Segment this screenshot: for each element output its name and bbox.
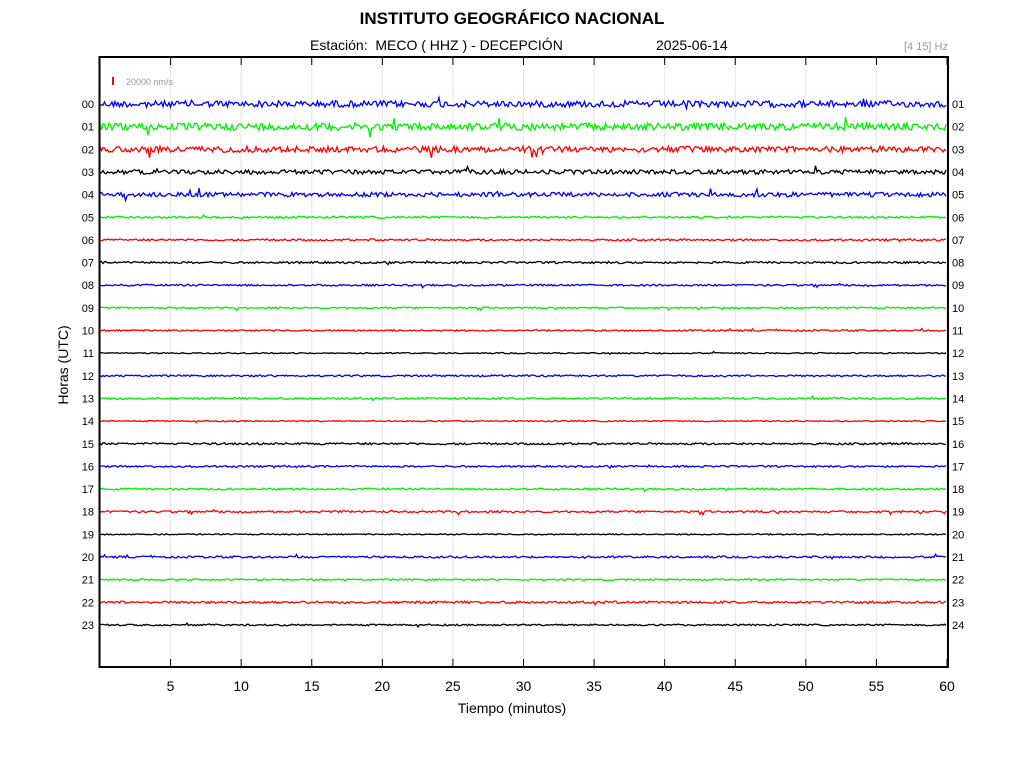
hour-label-right: 17 bbox=[952, 461, 964, 473]
hour-label-left: 01 bbox=[82, 122, 94, 134]
trace-hour-04 bbox=[99, 186, 947, 203]
station-label: Estación: MECO ( HHZ ) - DECEPCIÓN bbox=[310, 37, 563, 53]
hour-label-left: 13 bbox=[82, 393, 94, 405]
hour-label-right: 04 bbox=[952, 167, 964, 179]
hour-label-left: 08 bbox=[82, 280, 94, 292]
x-tick-label: 10 bbox=[233, 678, 249, 694]
trace-hour-08 bbox=[99, 282, 947, 289]
hour-label-right: 15 bbox=[952, 416, 964, 428]
hour-label-right: 24 bbox=[952, 620, 964, 632]
hour-label-right: 01 bbox=[952, 99, 964, 111]
hour-label-left: 05 bbox=[82, 212, 94, 224]
hour-label-left: 15 bbox=[82, 439, 94, 451]
chart-subtitle: Estación: MECO ( HHZ ) - DECEPCIÓN 2025-… bbox=[0, 37, 1024, 55]
x-tick-label: 60 bbox=[939, 678, 955, 694]
trace-hour-10 bbox=[99, 327, 947, 333]
hour-label-left: 14 bbox=[82, 416, 94, 428]
seismic-traces bbox=[99, 95, 947, 629]
scale-label: 20000 nm/s bbox=[126, 77, 174, 87]
hour-label-right: 22 bbox=[952, 575, 964, 587]
trace-hour-23 bbox=[99, 622, 947, 629]
hour-label-right: 09 bbox=[952, 280, 964, 292]
hour-label-left: 06 bbox=[82, 235, 94, 247]
trace-hour-17 bbox=[99, 487, 947, 493]
x-tick-label: 30 bbox=[516, 678, 532, 694]
hour-label-right: 18 bbox=[952, 484, 964, 496]
hour-label-left: 16 bbox=[82, 461, 94, 473]
hour-label-left: 04 bbox=[82, 190, 94, 202]
hour-label-right: 12 bbox=[952, 348, 964, 360]
hour-label-right: 02 bbox=[952, 122, 964, 134]
trace-hour-03 bbox=[99, 164, 947, 176]
hour-label-left: 18 bbox=[82, 507, 94, 519]
hour-label-left: 19 bbox=[82, 529, 94, 541]
trace-hour-05 bbox=[99, 213, 947, 220]
trace-hour-02 bbox=[99, 143, 947, 159]
hour-label-left: 17 bbox=[82, 484, 94, 496]
hour-label-right: 20 bbox=[952, 529, 964, 541]
trace-hour-14 bbox=[99, 419, 947, 424]
hour-label-left: 02 bbox=[82, 144, 94, 156]
hour-label-left: 00 bbox=[82, 99, 94, 111]
hour-label-right: 21 bbox=[952, 552, 964, 564]
hour-label-right: 05 bbox=[952, 190, 964, 202]
hour-label-left: 03 bbox=[82, 167, 94, 179]
trace-hour-20 bbox=[99, 553, 947, 561]
hour-label-right: 08 bbox=[952, 258, 964, 270]
trace-hour-15 bbox=[99, 441, 947, 446]
hour-label-left: 07 bbox=[82, 258, 94, 270]
hour-label-left: 22 bbox=[82, 597, 94, 609]
x-tick-label: 15 bbox=[304, 678, 320, 694]
trace-hour-21 bbox=[99, 577, 947, 582]
hour-label-left: 23 bbox=[82, 620, 94, 632]
hour-labels: 00 01 01 02 02 03 03 04 04 05 05 06 06 07 07 08 08 09 09 10… bbox=[82, 99, 965, 632]
trace-hour-13 bbox=[99, 394, 947, 402]
x-tick-label: 25 bbox=[445, 678, 461, 694]
amplitude-scale: 20000 nm/s bbox=[112, 77, 174, 87]
trace-hour-22 bbox=[99, 600, 947, 606]
trace-hour-19 bbox=[99, 532, 947, 536]
hour-label-left: 11 bbox=[83, 348, 94, 360]
y-axis-label: Horas (UTC) bbox=[55, 325, 71, 405]
hour-label-right: 19 bbox=[952, 507, 964, 519]
hour-label-left: 20 bbox=[82, 552, 94, 564]
trace-hour-11 bbox=[99, 350, 947, 356]
x-tick-label: 20 bbox=[375, 678, 391, 694]
trace-hour-00 bbox=[99, 95, 947, 112]
x-tick-label: 50 bbox=[798, 678, 814, 694]
filter-band-label: [4 15] Hz bbox=[903, 41, 948, 53]
trace-hour-18 bbox=[99, 508, 947, 516]
hour-label-right: 06 bbox=[952, 212, 964, 224]
hour-label-right: 07 bbox=[952, 235, 964, 247]
date-label: 2025-06-14 bbox=[656, 37, 728, 53]
hour-label-left: 09 bbox=[82, 303, 94, 315]
hour-label-left: 21 bbox=[82, 575, 94, 587]
hour-label-right: 23 bbox=[952, 597, 964, 609]
hour-label-right: 10 bbox=[952, 303, 964, 315]
trace-hour-12 bbox=[99, 373, 947, 378]
hour-label-left: 10 bbox=[82, 326, 94, 338]
chart-title: INSTITUTO GEOGRÁFICO NACIONAL bbox=[359, 9, 665, 28]
hour-label-right: 11 bbox=[952, 326, 963, 338]
x-axis-ticks: 5 10 15 20 25 30 35 40 45 50 55 60 bbox=[167, 57, 955, 694]
x-tick-label: 55 bbox=[869, 678, 885, 694]
trace-hour-16 bbox=[99, 463, 947, 470]
x-tick-label: 35 bbox=[586, 678, 602, 694]
x-tick-label: 40 bbox=[657, 678, 673, 694]
trace-hour-01 bbox=[99, 116, 947, 138]
hour-label-right: 16 bbox=[952, 439, 964, 451]
hour-label-left: 12 bbox=[82, 371, 94, 383]
trace-hour-07 bbox=[99, 259, 947, 266]
x-axis-label: Tiempo (minutos) bbox=[457, 700, 567, 716]
trace-hour-06 bbox=[99, 237, 947, 243]
hour-label-right: 03 bbox=[952, 144, 964, 156]
hour-label-right: 13 bbox=[952, 371, 964, 383]
trace-hour-09 bbox=[99, 306, 947, 312]
hour-label-right: 14 bbox=[952, 393, 964, 405]
x-tick-label: 45 bbox=[727, 678, 743, 694]
x-tick-label: 5 bbox=[167, 678, 175, 694]
